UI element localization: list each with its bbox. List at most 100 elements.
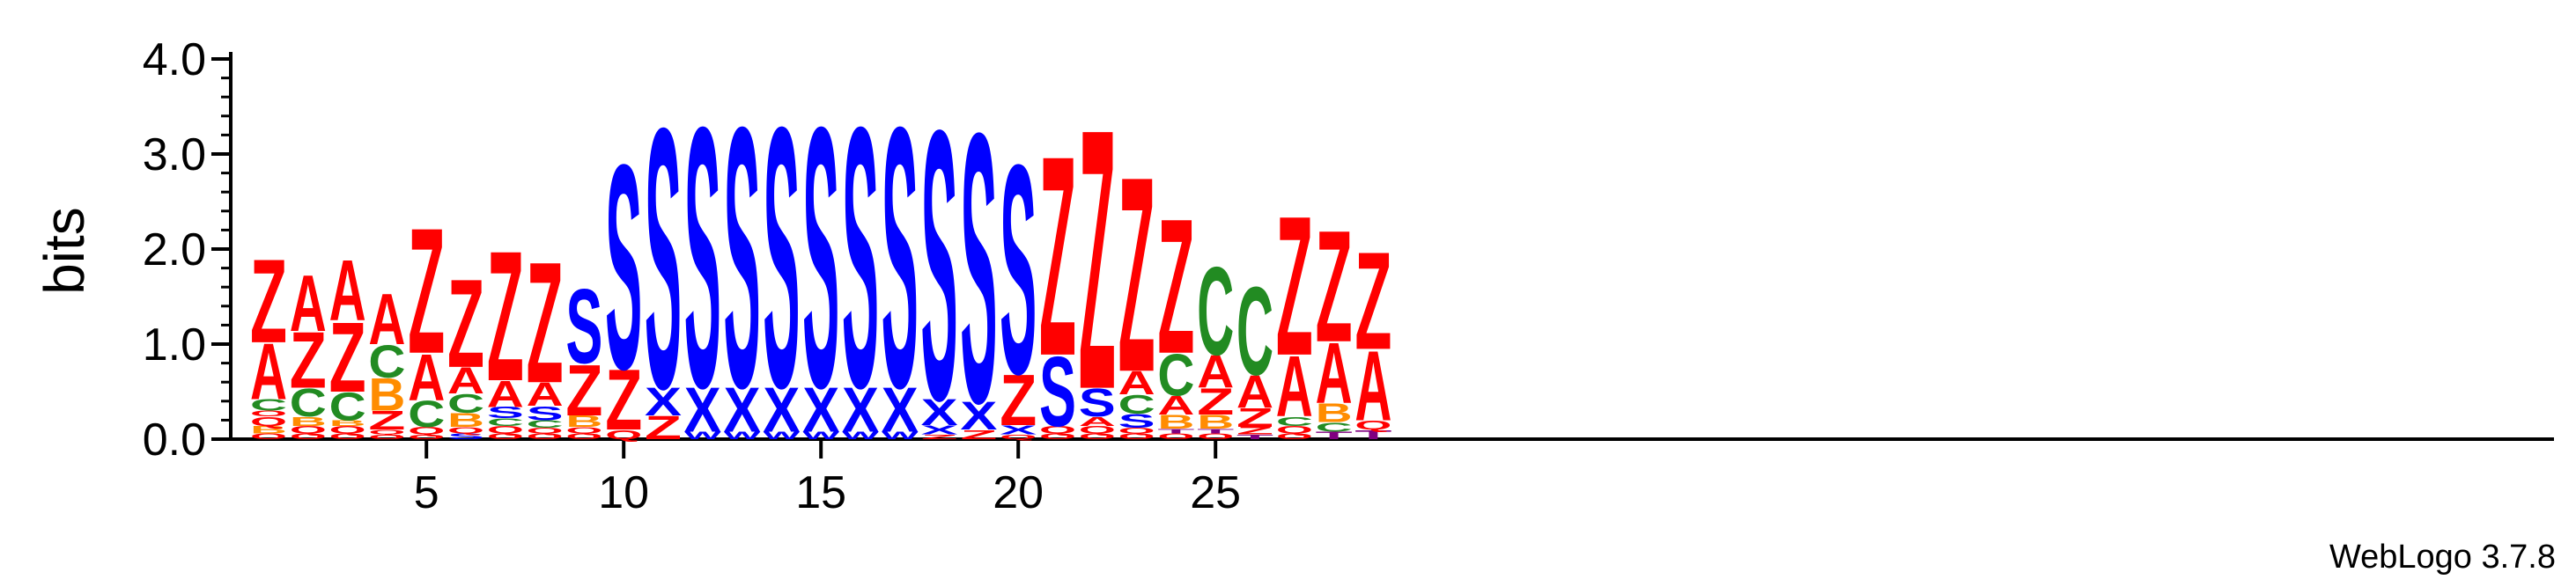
logo-letter: Q bbox=[1354, 418, 1391, 433]
logo-letter: X bbox=[763, 375, 800, 445]
logo-letter: Z bbox=[487, 213, 524, 420]
logo-letter: X bbox=[921, 392, 958, 433]
logo-letter: Z bbox=[447, 253, 484, 394]
y-tick-label: 4.0 bbox=[143, 34, 206, 85]
x-ticks: 5 10 15 20 25 bbox=[414, 439, 1241, 518]
y-tick-label: 0.0 bbox=[143, 415, 206, 466]
logo-letter: W bbox=[764, 429, 801, 441]
logo-letter: S bbox=[527, 402, 564, 424]
logo-letter: O bbox=[368, 433, 405, 440]
logo-letter: Z bbox=[1039, 97, 1076, 415]
logo-letter: T bbox=[1157, 428, 1194, 435]
logo-letter: B bbox=[1157, 411, 1194, 433]
logo-letter: A bbox=[447, 360, 484, 401]
logo-column: WXS bbox=[684, 50, 721, 465]
logo-letter: Z bbox=[290, 317, 327, 406]
logo-letter: O bbox=[1118, 432, 1155, 441]
logo-letter: C bbox=[250, 397, 287, 415]
logo-letter: S bbox=[763, 50, 800, 465]
logo-letter: A bbox=[329, 243, 366, 339]
logo-letter: W bbox=[684, 429, 721, 441]
logo-letter: O bbox=[250, 432, 287, 441]
logo-letter: Q bbox=[565, 425, 602, 436]
logo-column: ZXS bbox=[645, 51, 682, 466]
logo-letter: Q bbox=[447, 425, 484, 436]
logo-letter: O bbox=[565, 432, 602, 441]
logo-letter: Z bbox=[1354, 222, 1391, 378]
logo-letter: B bbox=[329, 419, 366, 428]
logo-column: ZXS bbox=[960, 54, 997, 484]
logo-letter: C bbox=[1197, 241, 1234, 382]
logo-letter: Q bbox=[1079, 424, 1116, 436]
logo-letter: O bbox=[1079, 432, 1116, 441]
logo-letter: A bbox=[1316, 326, 1353, 422]
logo-letter: C bbox=[329, 385, 366, 429]
x-tick-label: 25 bbox=[1190, 467, 1241, 518]
logo-letter: A bbox=[487, 373, 524, 415]
logo-letter: C bbox=[527, 418, 564, 430]
logo-letter: A bbox=[408, 341, 445, 415]
logo-letter: O bbox=[329, 432, 366, 441]
logo-letter: Q bbox=[1118, 427, 1155, 436]
logo-column: WXS bbox=[763, 50, 800, 465]
logo-column: QZS bbox=[605, 104, 642, 448]
logo-letter: S bbox=[1000, 102, 1037, 437]
logo-letter: B bbox=[368, 369, 405, 421]
logo-letter: Q bbox=[1039, 424, 1076, 436]
logo-letter: Z bbox=[329, 301, 366, 413]
logo-letter: W bbox=[882, 429, 919, 441]
logo-letter: A bbox=[290, 260, 327, 349]
x-tick-label: 10 bbox=[598, 467, 649, 518]
logo-letter: X bbox=[1000, 422, 1037, 437]
logo-letter: B bbox=[565, 413, 602, 430]
logo-letter: Z bbox=[645, 409, 682, 446]
logo-letter: X bbox=[645, 379, 682, 424]
logo-stacks: OBQOCAZOQBCZAOQBCZAOQZBCAOQCAZSQBCAZOQCS… bbox=[250, 50, 1391, 484]
logo-letter: Z bbox=[527, 227, 564, 420]
logo-letter: S bbox=[487, 404, 524, 422]
logo-letter: B bbox=[447, 409, 484, 431]
logo-letter: B bbox=[250, 424, 287, 437]
logo-letter: X bbox=[921, 422, 959, 437]
logo-letter: S bbox=[882, 50, 919, 465]
weblogo-credit: WebLogo 3.7.8 bbox=[2329, 539, 2556, 576]
logo-letter: A bbox=[1118, 365, 1155, 402]
logo-column: WXS bbox=[882, 50, 919, 465]
logo-letter: Q bbox=[329, 424, 366, 436]
logo-letter: Z bbox=[1236, 425, 1273, 437]
logo-letter: T bbox=[1236, 433, 1273, 440]
logo-letter: S bbox=[842, 50, 879, 465]
logo-letter: Z bbox=[1236, 403, 1273, 433]
logo-letter: S bbox=[684, 50, 721, 465]
logo-letter: O bbox=[1276, 432, 1313, 441]
logo-letter: T bbox=[1316, 429, 1353, 441]
logo-letter: Z bbox=[921, 433, 958, 440]
logo-letter: Z bbox=[605, 351, 642, 448]
logo-letter: Z bbox=[1197, 381, 1234, 422]
logo-letter: S bbox=[960, 54, 997, 484]
logo-letter: W bbox=[802, 429, 839, 441]
logo-letter: A bbox=[250, 328, 287, 417]
logo-letter: W bbox=[842, 429, 879, 441]
y-tick-label: 2.0 bbox=[143, 224, 206, 275]
logo-letter: O bbox=[290, 432, 327, 441]
logo-letter: O bbox=[1157, 432, 1194, 441]
logo-letter: Z bbox=[368, 406, 405, 436]
logo-letter: T bbox=[1354, 427, 1391, 442]
logo-letter: Z bbox=[1276, 176, 1313, 398]
logo-letter: A bbox=[368, 279, 405, 361]
